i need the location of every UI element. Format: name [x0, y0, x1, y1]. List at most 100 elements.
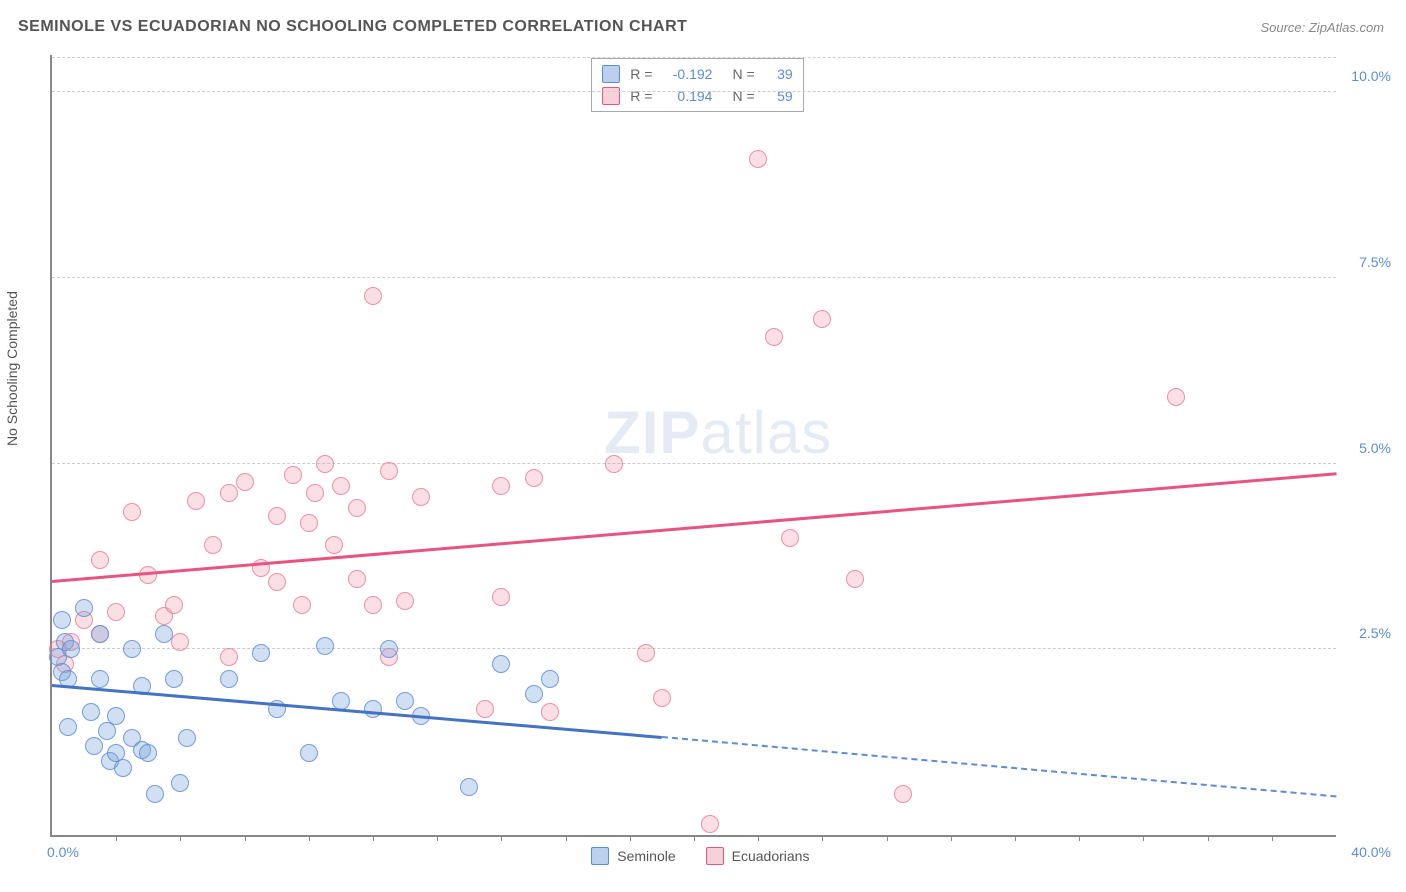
legend-series: Seminole Ecuadorians	[591, 847, 809, 865]
scatter-point	[220, 648, 238, 666]
plot-area: ZIPatlas R =-0.192N =39R =0.194N =59 Sem…	[50, 55, 1336, 837]
legend-swatch	[602, 65, 620, 83]
legend-swatch	[602, 87, 620, 105]
x-tick	[1079, 835, 1080, 841]
scatter-point	[91, 670, 109, 688]
scatter-point	[332, 477, 350, 495]
scatter-point	[204, 536, 222, 554]
x-tick	[180, 835, 181, 841]
scatter-point	[268, 507, 286, 525]
x-tick-label: 40.0%	[1351, 844, 1391, 860]
x-tick	[245, 835, 246, 841]
legend-swatch	[591, 847, 609, 865]
scatter-point	[75, 599, 93, 617]
scatter-point	[165, 670, 183, 688]
scatter-point	[492, 477, 510, 495]
x-tick	[630, 835, 631, 841]
scatter-point	[701, 815, 719, 833]
scatter-point	[813, 310, 831, 328]
scatter-point	[364, 287, 382, 305]
source-attribution: Source: ZipAtlas.com	[1260, 20, 1384, 35]
legend-stat-row: R =0.194N =59	[602, 85, 792, 107]
legend-item: Ecuadorians	[706, 847, 810, 865]
scatter-point	[653, 689, 671, 707]
scatter-point	[380, 640, 398, 658]
y-tick-label: 10.0%	[1351, 68, 1391, 84]
gridline	[52, 57, 1336, 58]
scatter-point	[325, 536, 343, 554]
n-label: N =	[732, 66, 754, 82]
scatter-point	[412, 488, 430, 506]
scatter-point	[300, 514, 318, 532]
n-value: 39	[765, 66, 793, 82]
scatter-point	[146, 785, 164, 803]
x-tick	[309, 835, 310, 841]
scatter-point	[82, 703, 100, 721]
scatter-point	[492, 655, 510, 673]
scatter-point	[525, 685, 543, 703]
x-tick	[116, 835, 117, 841]
scatter-point	[171, 633, 189, 651]
scatter-point	[59, 718, 77, 736]
scatter-point	[107, 707, 125, 725]
scatter-point	[62, 640, 80, 658]
scatter-point	[749, 150, 767, 168]
scatter-point	[348, 570, 366, 588]
scatter-point	[637, 644, 655, 662]
scatter-point	[187, 492, 205, 510]
scatter-point	[380, 462, 398, 480]
legend-label: Seminole	[617, 848, 675, 864]
scatter-point	[220, 670, 238, 688]
scatter-point	[894, 785, 912, 803]
scatter-point	[114, 759, 132, 777]
gridline	[52, 463, 1336, 464]
x-tick	[758, 835, 759, 841]
scatter-point	[165, 596, 183, 614]
gridline	[52, 648, 1336, 649]
scatter-point	[155, 625, 173, 643]
scatter-point	[541, 703, 559, 721]
chart-title: SEMINOLE VS ECUADORIAN NO SCHOOLING COMP…	[18, 18, 687, 36]
x-tick	[437, 835, 438, 841]
legend-swatch	[706, 847, 724, 865]
legend-label: Ecuadorians	[732, 848, 810, 864]
r-value: -0.192	[662, 66, 712, 82]
scatter-point	[85, 737, 103, 755]
scatter-point	[293, 596, 311, 614]
scatter-point	[306, 484, 324, 502]
x-tick	[887, 835, 888, 841]
scatter-point	[460, 778, 478, 796]
scatter-point	[139, 744, 157, 762]
scatter-point	[123, 640, 141, 658]
scatter-point	[139, 566, 157, 584]
scatter-point	[765, 328, 783, 346]
scatter-point	[316, 637, 334, 655]
scatter-point	[525, 469, 543, 487]
scatter-point	[846, 570, 864, 588]
y-tick-label: 5.0%	[1359, 440, 1391, 456]
trendline	[52, 684, 662, 738]
x-tick	[822, 835, 823, 841]
legend-item: Seminole	[591, 847, 675, 865]
scatter-point	[605, 455, 623, 473]
scatter-point	[396, 692, 414, 710]
gridline	[52, 91, 1336, 92]
gridline	[52, 277, 1336, 278]
x-tick	[373, 835, 374, 841]
x-tick-label: 0.0%	[47, 844, 79, 860]
scatter-point	[171, 774, 189, 792]
x-tick	[1208, 835, 1209, 841]
scatter-point	[396, 592, 414, 610]
scatter-point	[252, 644, 270, 662]
scatter-point	[236, 473, 254, 491]
scatter-point	[364, 596, 382, 614]
scatter-point	[220, 484, 238, 502]
x-tick	[694, 835, 695, 841]
scatter-point	[91, 625, 109, 643]
scatter-point	[364, 700, 382, 718]
y-tick-label: 2.5%	[1359, 625, 1391, 641]
x-tick	[1272, 835, 1273, 841]
scatter-point	[284, 466, 302, 484]
legend-stats: R =-0.192N =39R =0.194N =59	[591, 58, 803, 112]
x-tick	[951, 835, 952, 841]
